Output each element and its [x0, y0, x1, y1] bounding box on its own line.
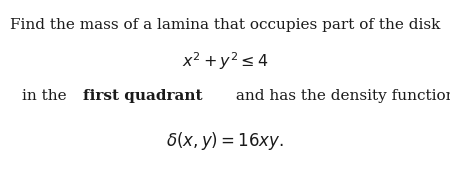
Text: first quadrant: first quadrant: [83, 89, 203, 103]
Text: $\delta(x, y) = 16xy.$: $\delta(x, y) = 16xy.$: [166, 130, 284, 152]
Text: Find the mass of a lamina that occupies part of the disk: Find the mass of a lamina that occupies …: [10, 18, 440, 32]
Text: in the: in the: [22, 89, 72, 103]
Text: $x^2 + y^2 \leq 4$: $x^2 + y^2 \leq 4$: [182, 51, 268, 72]
Text: and has the density function: and has the density function: [231, 89, 450, 103]
